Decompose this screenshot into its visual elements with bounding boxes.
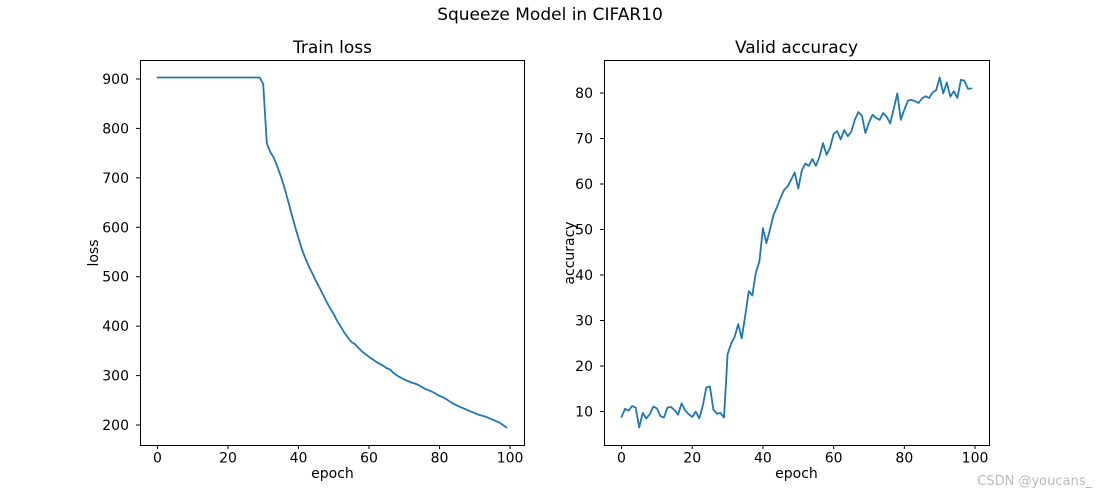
y-tick-label: 10 [575, 405, 593, 421]
x-tick-label: 40 [290, 451, 308, 467]
valid-accuracy-ylabel: accuracy [562, 221, 578, 285]
y-tick-label: 500 [102, 270, 129, 286]
train-loss-title: Train loss [292, 38, 373, 58]
y-tick-label: 800 [102, 121, 129, 137]
x-tick-label: 0 [617, 451, 626, 467]
x-tick-label: 0 [153, 451, 162, 467]
y-tick-label: 40 [575, 268, 593, 284]
figure-suptitle: Squeeze Model in CIFAR10 [437, 5, 663, 25]
y-tick-label: 300 [102, 369, 129, 385]
y-tick-label: 30 [575, 314, 593, 330]
x-tick-label: 100 [497, 451, 524, 467]
x-tick-label: 80 [431, 451, 449, 467]
valid-accuracy-spines [604, 60, 990, 446]
train-loss-xlabel: epoch [311, 466, 354, 482]
y-tick-label: 400 [102, 319, 129, 335]
valid-accuracy-subplot: 0 20 40 60 80 100 10 20 30 40 50 60 70 80 [575, 60, 990, 467]
valid-accuracy-xlabel: epoch [775, 466, 818, 482]
train-loss-subplot: 0 20 40 60 80 100 200 300 400 500 600 700 800 900 [102, 60, 525, 467]
train-loss-ylabel: loss [86, 239, 102, 267]
y-tick-label: 200 [102, 418, 129, 434]
valid-accuracy-line [620, 76, 973, 429]
x-tick-label: 60 [360, 451, 378, 467]
csdn-watermark: CSDN @youcans_ [977, 474, 1092, 489]
x-tick-label: 100 [962, 451, 989, 467]
x-tick-label: 80 [895, 451, 913, 467]
x-tick-label: 20 [683, 451, 701, 467]
y-tick-label: 900 [102, 72, 129, 88]
y-tick-label: 70 [575, 132, 593, 148]
train-loss-spines [140, 60, 525, 446]
x-tick-label: 40 [754, 451, 772, 467]
x-tick-label: 60 [825, 451, 843, 467]
train-loss-line [156, 76, 508, 429]
y-tick-label: 20 [575, 359, 593, 375]
y-tick-label: 60 [575, 177, 593, 193]
valid-accuracy-title: Valid accuracy [734, 38, 859, 58]
y-tick-label: 700 [102, 171, 129, 187]
y-tick-label: 600 [102, 220, 129, 236]
y-tick-label: 80 [575, 86, 593, 102]
x-tick-label: 20 [219, 451, 237, 467]
y-tick-label: 50 [575, 223, 593, 239]
